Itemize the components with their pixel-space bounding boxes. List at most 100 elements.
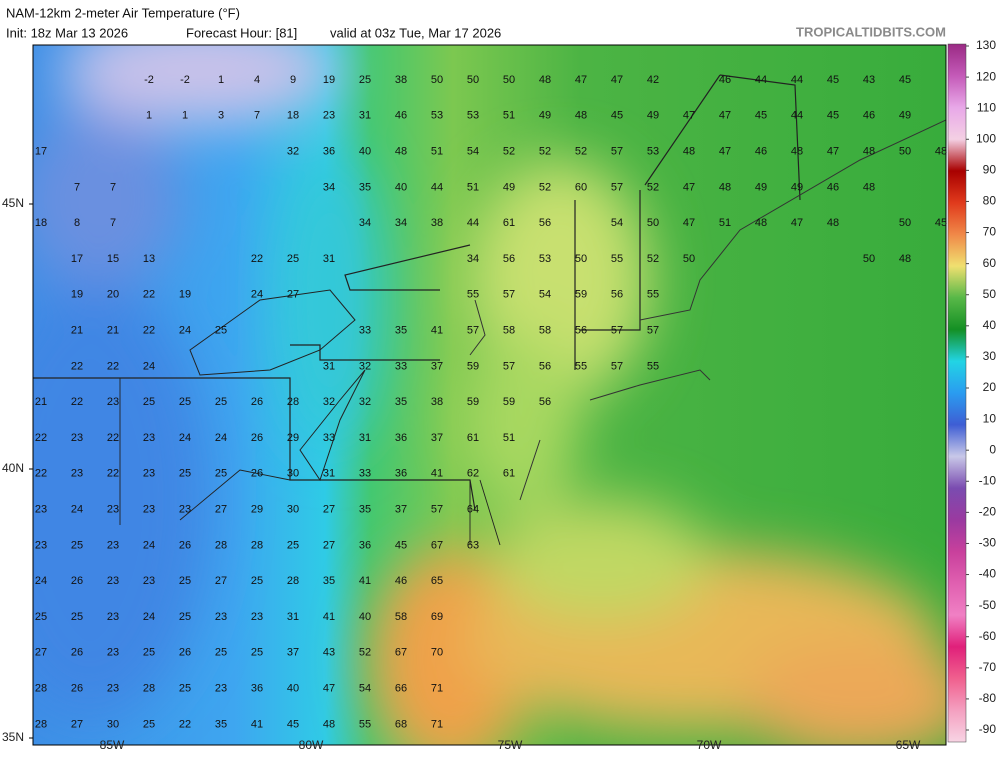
temperature-shading — [33, 45, 946, 745]
temperature-label: 25 — [215, 468, 227, 480]
temperature-label: 20 — [107, 289, 119, 301]
temperature-label: 50 — [467, 74, 479, 86]
temperature-label: 24 — [35, 575, 47, 587]
temperature-label: 45 — [611, 110, 623, 122]
temperature-label: 23 — [107, 647, 119, 659]
temperature-label: 33 — [395, 360, 407, 372]
temperature-label: 40 — [395, 181, 407, 193]
temperature-label: 13 — [143, 253, 155, 265]
temperature-label: 41 — [431, 325, 443, 337]
temperature-label: -2 — [180, 74, 190, 86]
temperature-label: 52 — [539, 181, 551, 193]
temperature-label: 48 — [899, 253, 911, 265]
temperature-label: 59 — [575, 289, 587, 301]
temperature-label: 36 — [251, 683, 263, 695]
temperature-label: 24 — [143, 539, 155, 551]
temperature-label: 51 — [431, 146, 443, 158]
temperature-label: 40 — [287, 683, 299, 695]
temperature-label: 41 — [323, 611, 335, 623]
colorbar-label: 110 — [977, 100, 996, 114]
temperature-label: 32 — [323, 396, 335, 408]
temperature-label: 25 — [71, 539, 83, 551]
temperature-label: 22 — [107, 468, 119, 480]
temperature-label: 50 — [431, 74, 443, 86]
temperature-label: 48 — [719, 181, 731, 193]
temperature-label: 48 — [539, 74, 551, 86]
temperature-label: 23 — [215, 683, 227, 695]
colorbar-label: -70 — [979, 660, 997, 674]
temperature-label: 57 — [611, 325, 623, 337]
temperature-label: 1 — [182, 110, 188, 122]
temperature-label: 23 — [107, 683, 119, 695]
temperature-label: 23 — [215, 611, 227, 623]
temperature-label: 46 — [755, 146, 767, 158]
temperature-label: 27 — [35, 647, 47, 659]
longitude-label: 85W — [100, 738, 125, 752]
temperature-label: 52 — [503, 146, 515, 158]
temperature-label: 47 — [323, 683, 335, 695]
colorbar-label: 0 — [989, 442, 996, 456]
temperature-label: 67 — [395, 647, 407, 659]
temperature-label: 25 — [179, 611, 191, 623]
colorbar-label: 120 — [976, 69, 996, 83]
temperature-label: 55 — [359, 718, 371, 730]
temperature-label: 56 — [575, 325, 587, 337]
temperature-label: 52 — [647, 253, 659, 265]
temperature-label: 31 — [359, 432, 371, 444]
temperature-label: 38 — [431, 217, 443, 229]
colorbar-label: 70 — [983, 225, 997, 239]
temperature-label: 55 — [611, 253, 623, 265]
temperature-label: 22 — [251, 253, 263, 265]
temperature-label: 23 — [107, 575, 119, 587]
temperature-label: 8 — [74, 217, 80, 229]
temperature-label: 27 — [287, 289, 299, 301]
temperature-label: 36 — [359, 539, 371, 551]
temperature-label: 59 — [467, 360, 479, 372]
temperature-label: 1 — [146, 110, 152, 122]
title: NAM-12km 2-meter Air Temperature (°F) — [6, 5, 240, 20]
colorbar-label: 40 — [983, 318, 997, 332]
temperature-label: 48 — [323, 718, 335, 730]
temperature-label: 44 — [467, 217, 479, 229]
boundaries — [33, 74, 801, 546]
temperature-label: 56 — [539, 360, 551, 372]
temperature-label: 45 — [827, 74, 839, 86]
temperature-label: 22 — [35, 432, 47, 444]
temperature-label: 50 — [899, 217, 911, 229]
colorbar-label: 20 — [983, 380, 997, 394]
temperature-label: 48 — [863, 181, 875, 193]
temperature-label: 48 — [827, 217, 839, 229]
temperature-label: 47 — [575, 74, 587, 86]
temperature-label: 50 — [575, 253, 587, 265]
temperature-label: 32 — [359, 396, 371, 408]
temperature-label: 25 — [215, 647, 227, 659]
temperature-label: 23 — [71, 468, 83, 480]
temperature-label: 58 — [539, 325, 551, 337]
temperature-label: 32 — [287, 146, 299, 158]
temperature-label: 17 — [35, 146, 47, 158]
temperature-label: 47 — [683, 217, 695, 229]
temperature-label: 56 — [539, 217, 551, 229]
temperature-label: 50 — [863, 253, 875, 265]
temperature-label: 55 — [575, 360, 587, 372]
temperature-label: 46 — [719, 74, 731, 86]
temperature-label: 26 — [71, 575, 83, 587]
temperature-label: 30 — [287, 468, 299, 480]
temperature-label: 31 — [323, 360, 335, 372]
temperature-label: 57 — [611, 146, 623, 158]
temperature-label: 22 — [179, 718, 191, 730]
temperature-label: 50 — [647, 217, 659, 229]
colorbar-label: -80 — [979, 691, 997, 705]
temperature-label: 47 — [719, 146, 731, 158]
temperature-label: 47 — [683, 110, 695, 122]
temperature-label: 28 — [287, 396, 299, 408]
temperature-label: 23 — [143, 504, 155, 516]
latitude-label: 40N — [2, 461, 24, 475]
temperature-label: 26 — [179, 539, 191, 551]
temperature-label: 37 — [395, 504, 407, 516]
temperature-label: 34 — [359, 217, 371, 229]
latitude-label: 35N — [2, 730, 24, 744]
temperature-label: 49 — [503, 181, 515, 193]
temperature-label: 31 — [359, 110, 371, 122]
temperature-label: 23 — [323, 110, 335, 122]
